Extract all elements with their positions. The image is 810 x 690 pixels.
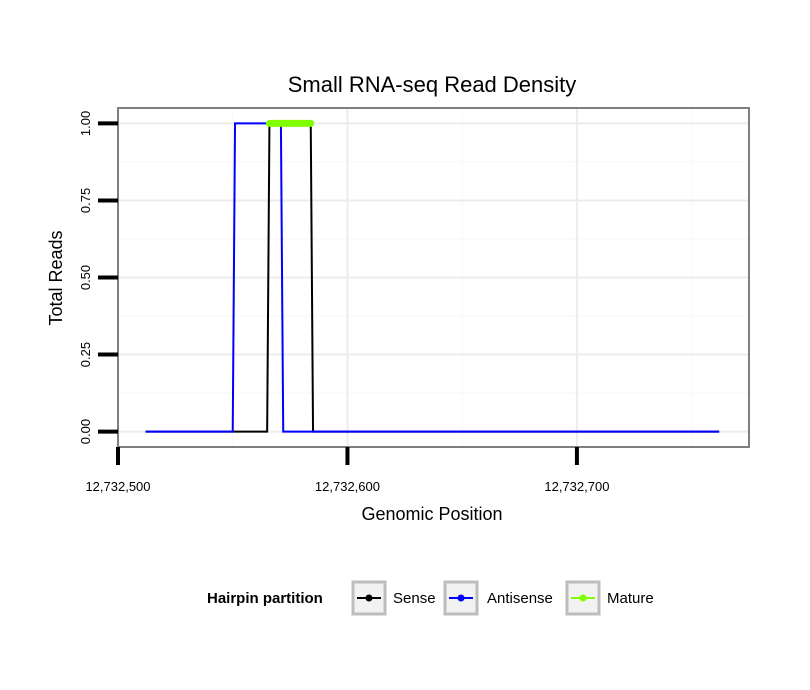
series-layer (145, 119, 720, 433)
y-axis: 0.00 0.25 0.50 0.75 1.00 (78, 111, 118, 444)
y-tick-label: 0.00 (78, 419, 93, 444)
x-axis: 12,732,500 12,732,600 12,732,700 (85, 447, 609, 494)
x-axis-title: Genomic Position (361, 504, 502, 524)
legend-item-antisense: Antisense (443, 580, 553, 616)
x-tick-label: 12,732,700 (544, 479, 609, 494)
y-tick-label: 0.50 (78, 265, 93, 290)
y-axis-title: Total Reads (46, 230, 66, 325)
x-tick-label: 12,732,600 (315, 479, 380, 494)
legend-key-point (579, 594, 587, 602)
chart-title: Small RNA-seq Read Density (288, 72, 577, 97)
legend: Hairpin partition Sense Antisense Mature (207, 580, 654, 616)
legend-items: Sense Antisense Mature (351, 580, 654, 616)
legend-key-point (457, 594, 465, 602)
y-tick-label: 0.25 (78, 342, 93, 367)
legend-item-sense: Sense (351, 580, 436, 616)
legend-label: Antisense (487, 590, 553, 607)
legend-label: Mature (607, 590, 654, 607)
y-tick-label: 0.75 (78, 188, 93, 213)
x-tick-label: 12,732,500 (85, 479, 150, 494)
series-line-antisense (145, 122, 720, 433)
y-tick-label: 1.00 (78, 111, 93, 136)
legend-label: Sense (393, 590, 436, 607)
legend-key-point (365, 594, 373, 602)
legend-title: Hairpin partition (207, 590, 323, 607)
legend-item-mature: Mature (565, 580, 654, 616)
